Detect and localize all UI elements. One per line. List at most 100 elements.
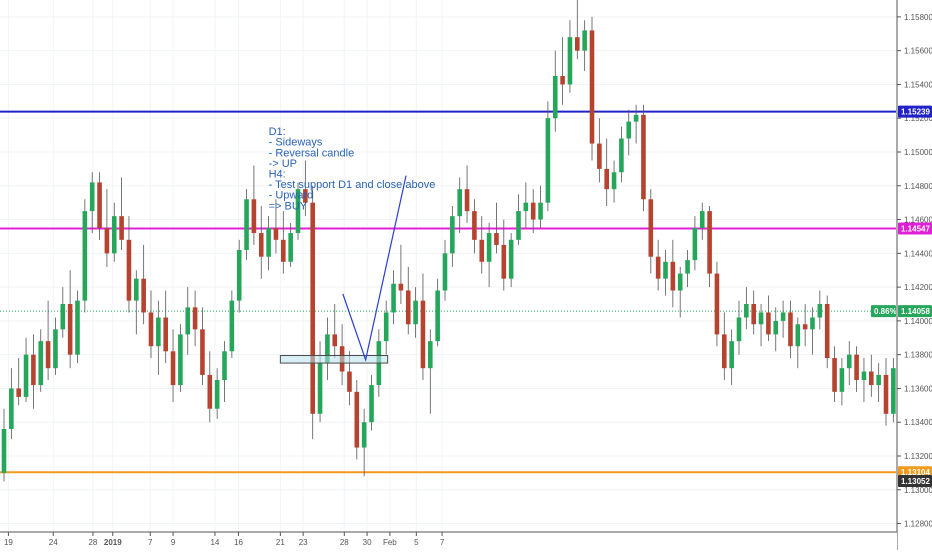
- candle-body: [383, 312, 389, 342]
- candle: [722, 312, 727, 380]
- candle-body: [163, 317, 168, 352]
- candle: [420, 273, 426, 380]
- candle-body: [744, 304, 749, 318]
- candle-body: [45, 341, 51, 369]
- candle-body: [303, 189, 308, 203]
- candle: [369, 374, 374, 431]
- candle-body: [310, 202, 315, 414]
- candle-body: [530, 202, 536, 220]
- time-tick-label: Feb: [383, 538, 397, 547]
- candle-body: [560, 76, 565, 85]
- candle: [317, 341, 323, 423]
- price-tags: 1.15239 1.14547 1.13104 1.14058 1.13052 0.86%: [871, 105, 932, 487]
- candle: [560, 37, 565, 105]
- price-tick-label: 1.13400: [904, 418, 932, 427]
- candle-body: [361, 422, 367, 448]
- candle: [567, 20, 573, 93]
- candle: [846, 341, 852, 386]
- candle-body: [288, 233, 293, 262]
- candle: [266, 216, 271, 271]
- candle: [832, 346, 837, 402]
- time-tick-label: 2019: [104, 538, 122, 547]
- candle-body: [758, 312, 764, 325]
- time-tick-label: 21: [276, 538, 285, 547]
- candle: [891, 358, 896, 423]
- candle: [435, 278, 440, 347]
- candle-body: [178, 334, 183, 386]
- candle: [876, 363, 881, 402]
- candle-body: [67, 304, 73, 355]
- candle: [619, 126, 624, 183]
- candle-body: [23, 354, 29, 397]
- candle: [780, 300, 786, 338]
- candle-body: [832, 358, 837, 392]
- candle: [597, 118, 602, 183]
- candle: [869, 354, 874, 397]
- price-tick-label: 1.14800: [904, 182, 932, 191]
- candle-body: [442, 253, 448, 291]
- candles: [1, 0, 932, 482]
- candle: [744, 287, 749, 330]
- candle-body: [538, 202, 543, 220]
- candle-body: [677, 273, 683, 291]
- price-tick-label: 1.13800: [904, 351, 932, 360]
- candle-body: [501, 244, 507, 279]
- candle: [325, 317, 330, 380]
- candle-body: [148, 312, 154, 347]
- candle: [472, 199, 477, 254]
- candle-body: [97, 182, 102, 228]
- candle: [530, 189, 536, 234]
- candle-body: [185, 307, 191, 335]
- price-tick-label: 1.13200: [904, 452, 932, 461]
- candle-body: [229, 300, 235, 352]
- projection-path: [342, 175, 407, 362]
- price-tick-label: 1.13000: [904, 486, 932, 495]
- candle-body: [692, 228, 698, 261]
- candle: [516, 194, 521, 245]
- price-tick-label: 1.14200: [904, 283, 932, 292]
- candle-body: [545, 118, 551, 203]
- candle-body: [391, 283, 396, 313]
- price-tick-label: 1.15800: [904, 13, 932, 22]
- candle-body: [332, 334, 338, 347]
- candle: [383, 300, 389, 355]
- candle-body: [714, 273, 720, 335]
- candle: [751, 290, 756, 335]
- candle: [648, 189, 654, 274]
- candle-body: [398, 283, 404, 291]
- candle: [156, 300, 161, 375]
- candle-body: [670, 261, 676, 291]
- time-tick-label: 19: [4, 538, 13, 547]
- time-tick-label: 9: [171, 538, 176, 547]
- candle: [685, 249, 690, 288]
- candle-body: [773, 320, 779, 335]
- candle-body: [354, 391, 360, 448]
- candle-body: [494, 233, 499, 245]
- candle-body: [31, 354, 36, 386]
- candle-body: [38, 341, 44, 386]
- candle: [53, 317, 58, 375]
- candle-body: [516, 211, 521, 240]
- candle-body: [141, 278, 146, 313]
- candle: [236, 239, 242, 313]
- candle-body: [281, 239, 286, 262]
- candle-body: [766, 312, 771, 335]
- candle: [178, 324, 183, 392]
- candle: [464, 165, 470, 223]
- candle: [111, 202, 117, 262]
- candle: [824, 295, 830, 369]
- candle: [104, 189, 110, 267]
- candle: [273, 199, 279, 254]
- candle: [413, 287, 418, 338]
- candle-body: [258, 233, 264, 257]
- candle-body: [876, 374, 881, 386]
- candle: [45, 300, 51, 380]
- candle-body: [134, 278, 139, 301]
- price-tick-label: 1.15200: [904, 114, 932, 123]
- time-tick-label: 30: [363, 538, 372, 547]
- candle-body: [244, 199, 249, 250]
- level-tag-bg: [898, 105, 932, 118]
- candle-body: [824, 304, 830, 359]
